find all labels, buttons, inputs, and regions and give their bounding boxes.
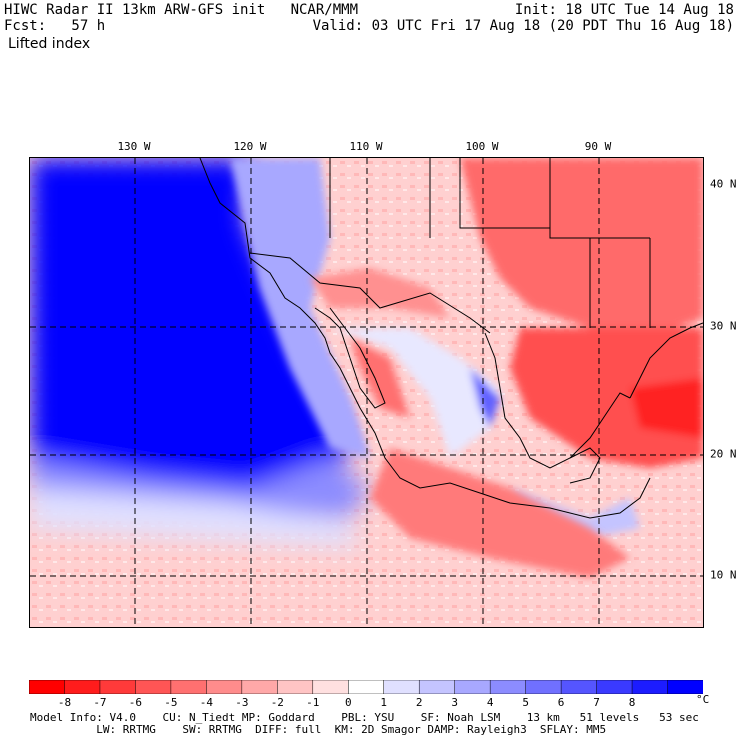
lon-label-90w: 90 W — [584, 140, 612, 153]
lat-label-30n: 30 N — [710, 319, 737, 333]
colorbar-tick-label: -4 — [199, 696, 213, 709]
forecast-hour: Fcst: 57 h — [4, 18, 106, 34]
model-info-line2: LW: RRTMG SW: RRTMG DIFF: full KM: 2D Sm… — [30, 723, 607, 736]
model-info-line1: Model Info: V4.0 CU: N_Tiedt MP: Goddard… — [30, 711, 699, 724]
colorbar-swatch — [631, 680, 669, 694]
valid-time: Valid: 03 UTC Fri 17 Aug 18 (20 PDT Thu … — [312, 18, 734, 34]
colorbar-swatch — [489, 680, 527, 694]
lat-label-40n: 40 N — [710, 177, 737, 191]
colorbar-swatch — [525, 680, 562, 694]
colorbar-tick-label: -3 — [235, 696, 249, 709]
colorbar-swatch — [135, 680, 172, 694]
stable-region-blue — [30, 158, 350, 493]
colorbar-swatch — [596, 680, 633, 694]
coastlines — [199, 158, 703, 519]
colorbar-tick-label: 3 — [451, 696, 458, 709]
lon-label-120w: 120 W — [233, 140, 267, 153]
colorbar-swatch — [99, 680, 137, 694]
colorbar-tick-label: -7 — [93, 696, 107, 709]
colorbar-swatch — [64, 680, 101, 694]
unstable-plains — [460, 158, 703, 338]
colorbar-tick-label: 8 — [628, 696, 636, 709]
colorbar-swatch — [312, 680, 350, 694]
colorbar — [29, 680, 703, 694]
lat-label-10n: 10 N — [710, 568, 737, 582]
colorbar-tick-label: 7 — [593, 696, 600, 709]
colorbar-swatch — [383, 680, 420, 694]
colorbar-swatch — [418, 680, 456, 694]
colorbar-swatch — [560, 680, 598, 694]
colorbar-swatch — [348, 680, 385, 694]
colorbar-unit: °C — [696, 693, 710, 706]
lon-label-100w: 100 W — [465, 140, 499, 153]
colorbar-tick-label: -2 — [270, 696, 284, 709]
colorbar-tick-label: -5 — [164, 696, 178, 709]
plateau-stable-spot — [470, 368, 500, 428]
colorbar-tick-label: 0 — [344, 696, 352, 709]
strong-instability-core — [630, 378, 703, 438]
colorbar-tick-label: -1 — [306, 696, 320, 709]
colorbar-tick-label: 6 — [557, 696, 565, 709]
unstable-gulf — [510, 328, 703, 468]
lon-label-110w: 110 W — [349, 140, 383, 153]
colorbar-swatch — [667, 680, 703, 694]
colorbar-swatch — [206, 680, 243, 694]
colorbar-tick-label: 4 — [486, 696, 494, 709]
colorbar-swatch — [241, 680, 279, 694]
colorbar-swatch — [29, 680, 66, 694]
field-name: Lifted index — [8, 36, 91, 52]
colorbar-tick-label: 1 — [380, 696, 388, 709]
near-neutral-band — [30, 488, 360, 548]
colorbar-tick-label: -8 — [57, 696, 72, 709]
colorbar-swatch — [454, 680, 491, 694]
colorbar-tick-label: -6 — [128, 696, 143, 709]
southern-coast-stable — [510, 488, 640, 538]
colorbar-swatch — [277, 680, 314, 694]
graticule — [30, 158, 703, 627]
lifted-index-map — [29, 157, 704, 628]
plateau-neutral — [330, 328, 500, 458]
pacific-coast-unstable — [370, 448, 630, 578]
model-title: HIWC Radar II 13km ARW-GFS init NCAR/MMM — [4, 2, 359, 18]
colorbar-swatch — [170, 680, 208, 694]
southwest-unstable — [310, 268, 450, 318]
colorbar-tick-label: 5 — [522, 696, 529, 709]
init-time: Init: 18 UTC Tue 14 Aug 18 — [514, 2, 734, 18]
lon-label-130w: 130 W — [117, 140, 151, 153]
colorbar-tick-label: 2 — [415, 696, 423, 709]
lat-label-20n: 20 N — [710, 447, 737, 461]
